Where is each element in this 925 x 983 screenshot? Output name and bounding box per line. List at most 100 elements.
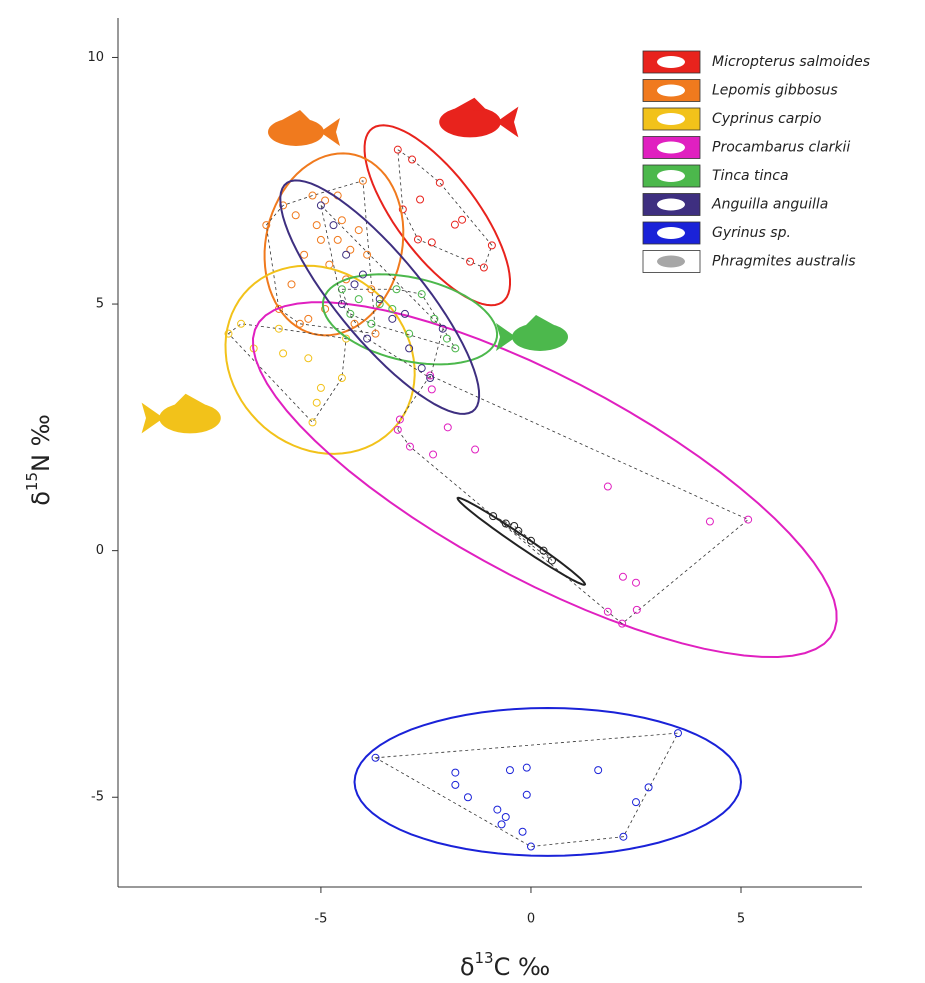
point: [744, 515, 753, 524]
point: [388, 304, 397, 313]
point: [443, 423, 452, 432]
point: [312, 221, 321, 230]
point: [392, 285, 401, 294]
point: [463, 793, 472, 802]
point: [497, 820, 506, 829]
point: [479, 263, 488, 272]
convex-hull: [227, 323, 347, 424]
x-label-sup: 13: [475, 949, 494, 967]
point: [287, 280, 296, 289]
legend-label: Micropterus salmoides: [712, 54, 870, 70]
icon-tail: [320, 118, 340, 146]
icon-tail: [496, 106, 519, 138]
legend-label: Lepomis gibbosus: [712, 83, 838, 99]
point: [375, 295, 384, 304]
convex-hull: [374, 732, 679, 847]
point: [224, 329, 233, 338]
species-icon: [268, 110, 340, 146]
point: [371, 329, 380, 338]
point: [510, 521, 519, 530]
point: [619, 832, 628, 841]
point: [274, 324, 283, 333]
point: [295, 319, 304, 328]
legend-label: Tinca tinca: [712, 168, 789, 184]
legend-icon: [657, 113, 685, 125]
point: [300, 250, 309, 259]
icon-body: [512, 323, 568, 351]
point: [337, 216, 346, 225]
point: [354, 226, 363, 235]
point: [405, 442, 414, 451]
point: [312, 398, 321, 407]
ellipse: [251, 301, 838, 659]
species-icon: [141, 393, 221, 434]
point: [603, 482, 612, 491]
point: [427, 238, 436, 247]
convex-hull: [397, 148, 493, 269]
point: [395, 415, 404, 424]
legend-label: Gyrinus sp.: [712, 225, 791, 241]
y-tick-label: 0: [96, 543, 104, 558]
point: [471, 445, 480, 454]
point: [354, 295, 363, 304]
legend-icon: [657, 84, 685, 97]
point: [358, 176, 367, 185]
point: [618, 572, 627, 581]
point: [522, 763, 531, 772]
point: [430, 314, 439, 323]
point: [435, 178, 444, 187]
icon-tail: [496, 323, 516, 351]
y-tick-label: -5: [91, 790, 104, 805]
point: [416, 195, 425, 204]
ellipse: [456, 496, 587, 586]
point: [337, 374, 346, 383]
icon-fin: [524, 315, 554, 327]
point: [522, 790, 531, 799]
point: [458, 215, 467, 224]
y-tick-label: 10: [87, 50, 104, 65]
point: [413, 235, 422, 244]
point: [321, 196, 330, 205]
icon-body: [268, 118, 324, 146]
ellipse: [279, 179, 481, 415]
legend-icon: [657, 56, 685, 68]
ellipse: [363, 124, 511, 307]
icon-fin: [282, 110, 312, 122]
x-tick-label: 5: [737, 912, 745, 927]
legend-label: Procambarus clarkii: [712, 140, 850, 156]
point: [427, 385, 436, 394]
point: [631, 578, 640, 587]
point: [518, 827, 527, 836]
point: [363, 250, 372, 259]
point: [279, 349, 288, 358]
point: [547, 556, 556, 565]
legend-icon: [657, 170, 685, 182]
x-axis-label: δ13C ‰: [460, 949, 550, 982]
point: [487, 241, 496, 250]
icon-fin: [454, 97, 488, 111]
point: [505, 766, 514, 775]
point: [429, 450, 438, 459]
point: [539, 546, 548, 555]
legend-swatch: [642, 250, 701, 273]
point: [417, 290, 426, 299]
point: [237, 319, 246, 328]
icon-fin: [172, 393, 206, 407]
point: [644, 783, 653, 792]
point: [316, 383, 325, 392]
point: [673, 729, 682, 738]
x-tick-label: 0: [527, 912, 535, 927]
convex-hull: [265, 180, 376, 335]
point: [304, 354, 313, 363]
point: [438, 324, 447, 333]
convex-hull: [492, 515, 553, 561]
point: [705, 517, 714, 526]
ellipse: [321, 273, 499, 366]
point: [350, 319, 359, 328]
point: [426, 374, 435, 383]
point: [308, 191, 317, 200]
ellipse: [263, 152, 405, 337]
point: [363, 334, 372, 343]
point: [451, 344, 460, 353]
